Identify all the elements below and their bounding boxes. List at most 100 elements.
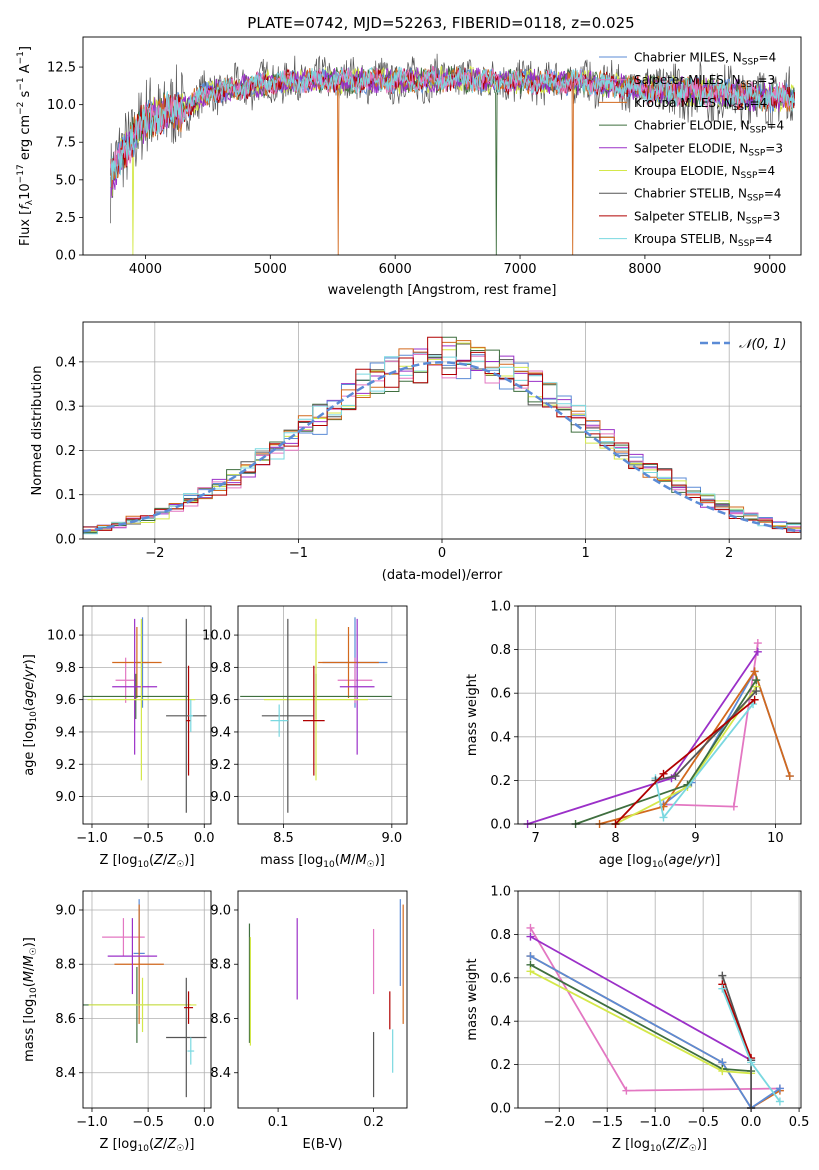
data-marker [753, 639, 762, 648]
y-tick-label: 9.4 [210, 725, 231, 740]
x-axis-label: Z [log10(Z/Z☉)] [612, 1137, 707, 1154]
x-axis-label: Z [log10(Z/Z☉)] [100, 853, 195, 870]
legend-count: =4 [750, 96, 768, 110]
y-tick-label: 0.6 [490, 971, 511, 986]
legend-entry: Chabrier ELODIE, NSSP=4 [634, 119, 784, 136]
data-marker [526, 932, 535, 941]
series-line [530, 970, 752, 1075]
spectrum-frame [82, 36, 802, 256]
x-tick-label: −1.0 [76, 831, 108, 846]
data-marker [750, 667, 759, 676]
x-tick-label: 0.5 [789, 1115, 810, 1130]
legend-count: =4 [766, 119, 784, 133]
x-tick-label: 6000 [379, 262, 412, 277]
legend-entry: Chabrier MILES, NSSP=4 [634, 51, 776, 68]
y-tick-label: 8.8 [55, 958, 76, 973]
mass-vs-Z-points [83, 899, 207, 1098]
series-line [530, 955, 781, 1110]
age-vs-mass-axes: 8.5 9.0 9.0 9.2 9.4 9.6 9.8 10.0 mass [log10(M/M… [202, 605, 408, 870]
data-marker [752, 676, 761, 685]
series-line [663, 642, 759, 808]
legend-subscript: SSP [748, 148, 765, 158]
massweight-vs-age-series [523, 639, 794, 828]
x-tick-label: −0.5 [687, 1115, 719, 1130]
mass-vs-ebv-axes: 0.1 0.2 8.4 8.6 8.8 9.0 E(B-V) [210, 890, 408, 1152]
y-tick-label: 1.0 [490, 885, 511, 900]
data-marker [526, 967, 535, 976]
y-tick-label: 10.0 [47, 98, 76, 113]
massweight-vs-Z-series [526, 923, 784, 1112]
series-line [527, 651, 759, 825]
y-tick-label: 9.8 [55, 661, 76, 676]
x-tick-label: −1.0 [76, 1115, 108, 1130]
legend-count: =4 [757, 164, 775, 178]
y-tick-label: 0.4 [490, 730, 511, 745]
data-marker [526, 952, 535, 961]
massweight-vs-age-axes: 7 8 9 10 0.0 0.2 0.4 0.6 0.8 1.0 age [log10(age/yr… [465, 600, 802, 870]
legend-subscript: SSP [746, 216, 763, 226]
y-tick-label: 8.4 [55, 1066, 76, 1081]
x-tick-label: 4000 [129, 262, 162, 277]
x-axis-label: wavelength [Angstrom, rest frame] [328, 283, 557, 298]
x-tick-label: −1 [289, 546, 308, 561]
mass-vs-Z-frame [82, 890, 212, 1109]
series-line [721, 983, 752, 1059]
y-tick-label: 9.4 [55, 725, 76, 740]
y-tick-label: 5.0 [55, 173, 76, 188]
x-tick-label: 10 [767, 831, 784, 846]
x-tick-label: −1.0 [639, 1115, 671, 1130]
data-marker [729, 802, 738, 811]
x-axis-label: E(B-V) [302, 1137, 342, 1152]
x-tick-label: 0.1 [268, 1115, 289, 1130]
age-vs-mass-frame [237, 605, 408, 825]
age-vs-Z-points [83, 617, 207, 813]
spectrum-axes: 4000 5000 6000 7000 8000 9000 0.0 2.5 5.0 7.5 10.0… [16, 36, 802, 298]
data-marker [718, 1067, 727, 1076]
massweight-vs-age-frame [517, 605, 802, 825]
legend-subscript: SSP [750, 126, 767, 136]
y-tick-label: 0.8 [490, 928, 511, 943]
y-axis-label: mass [log10(M/M☉)] [22, 937, 39, 1062]
age-vs-Z-frame [82, 605, 212, 825]
figure-title: PLATE=0742, MJD=52263, FIBERID=0118, z=0… [247, 14, 634, 32]
x-tick-label: 2 [725, 546, 733, 561]
x-tick-label: 0.0 [194, 1115, 215, 1130]
data-marker [526, 923, 535, 932]
y-tick-label: 9.0 [55, 903, 76, 918]
x-tick-label: −2.0 [543, 1115, 575, 1130]
data-marker [622, 1086, 631, 1095]
y-tick-label: 9.2 [55, 758, 76, 773]
data-marker [750, 695, 759, 704]
x-tick-label: 8.5 [273, 831, 294, 846]
y-axis-label: Normed distribution [30, 366, 45, 496]
legend-entry: Salpeter ELODIE, NSSP=3 [634, 141, 783, 158]
y-tick-label: 9.0 [210, 903, 231, 918]
y-tick-label: 0.2 [490, 1058, 511, 1073]
massweight-vs-Z-axes: −2.0 −1.5 −1.0 −0.5 0.0 0.5 0.0 0.2 0.4 0.6 0.8 1.0… [465, 885, 809, 1155]
x-tick-label: 9.0 [381, 831, 402, 846]
normal-curve [83, 361, 801, 533]
mass-vs-ebv-frame [237, 890, 408, 1109]
legend-count: =4 [759, 51, 777, 65]
x-tick-label: 7 [531, 831, 539, 846]
data-marker [659, 769, 668, 778]
data-marker [785, 772, 794, 781]
spectrum-lines [110, 53, 795, 255]
y-tick-label: 0.1 [55, 488, 76, 503]
y-tick-label: 2.5 [55, 211, 76, 226]
data-marker [775, 1097, 784, 1106]
legend-entry: Salpeter STELIB, NSSP=3 [634, 209, 780, 226]
x-tick-label: −0.5 [132, 1115, 164, 1130]
y-tick-label: 12.5 [47, 61, 76, 76]
x-tick-label: 9 [691, 831, 699, 846]
data-marker [753, 647, 762, 656]
legend-subscript: SSP [741, 171, 758, 181]
y-tick-label: 0.0 [490, 1102, 511, 1117]
residuals-frame [82, 321, 802, 540]
legend-count: =3 [765, 141, 783, 155]
y-axis-label: mass weight [465, 674, 480, 756]
y-tick-label: 0.3 [55, 400, 76, 415]
y-tick-label: 0.6 [490, 687, 511, 702]
residual-histograms [83, 336, 801, 539]
